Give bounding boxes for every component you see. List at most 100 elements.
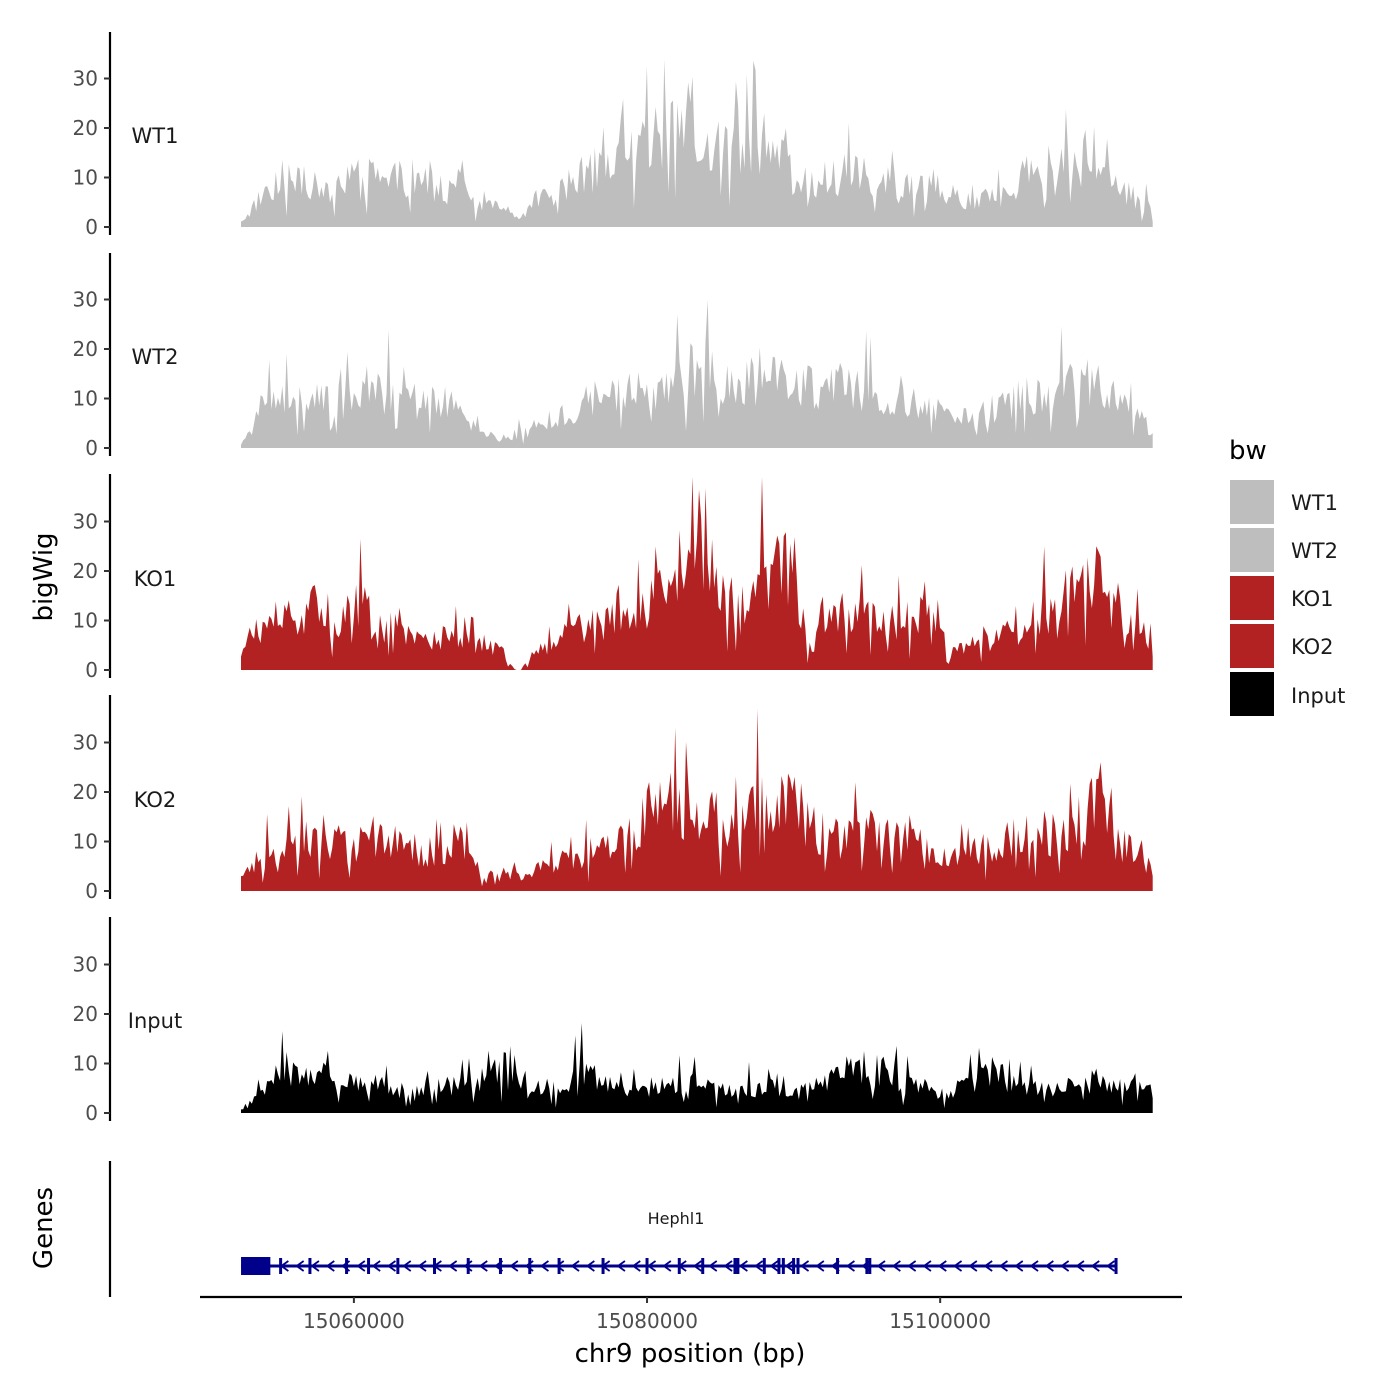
coverage-area-ko1: [241, 476, 1153, 670]
strand-arrow: [310, 1260, 320, 1272]
strand-arrow: [647, 1260, 657, 1272]
strand-arrow: [325, 1260, 335, 1272]
gene-exon: [557, 1258, 561, 1274]
strand-arrow: [738, 1260, 748, 1272]
coverage-area-input: [241, 1023, 1153, 1113]
legend-swatch-ko1: [1230, 576, 1274, 620]
gene-exon: [466, 1258, 470, 1274]
strand-arrow: [1090, 1260, 1100, 1272]
y-tick-label: 20: [73, 1002, 98, 1026]
strand-arrow: [800, 1260, 810, 1272]
gene-exon: [868, 1258, 872, 1274]
gene-track: [108, 1161, 1118, 1297]
gene-exon: [762, 1258, 766, 1274]
legend-title: bw: [1229, 436, 1267, 466]
gene-exon: [836, 1258, 840, 1274]
strand-arrow: [953, 1260, 963, 1272]
legend-swatch-wt2: [1230, 528, 1274, 572]
gene-label: Hephl1: [648, 1209, 705, 1228]
strand-arrow: [1014, 1260, 1024, 1272]
y-tick-label: 0: [85, 1101, 98, 1125]
x-axis-title: chr9 position (bp): [575, 1339, 806, 1369]
strand-arrow: [754, 1260, 764, 1272]
x-tick-label: 15060000: [303, 1309, 405, 1333]
track-ko1: 0 10 20 30: [73, 474, 1153, 682]
track-wt2: 0 10 20 30: [73, 253, 1153, 460]
y-tick-label: 0: [85, 658, 98, 682]
track-label-wt2: WT2: [132, 345, 179, 369]
gene-exon: [777, 1258, 781, 1274]
y-tick-label: 0: [85, 879, 98, 903]
strand-arrow: [402, 1260, 412, 1272]
track-input: 0 10 20 30: [73, 917, 1153, 1125]
strand-arrow: [570, 1260, 580, 1272]
strand-arrow: [968, 1260, 978, 1272]
gene-exon: [601, 1258, 605, 1274]
strand-arrow: [509, 1260, 519, 1272]
gene-exon: [433, 1258, 437, 1274]
track-wt1: 0 10 20 30: [73, 32, 1153, 239]
strand-arrow: [555, 1260, 565, 1272]
strand-arrow: [616, 1260, 626, 1272]
track-label-ko1: KO1: [134, 567, 177, 591]
track-panels: 0 10 20 30 0 10 20 30 0 10 20 30 0 10 20 30 0 10 20 30: [73, 32, 1153, 1125]
gene-exon: [498, 1258, 502, 1274]
y-tick-label: 10: [73, 166, 98, 190]
strand-arrow: [386, 1260, 396, 1272]
coverage-area-ko2: [241, 709, 1153, 891]
y-tick-label: 30: [73, 67, 98, 91]
y-tick-label: 20: [73, 337, 98, 361]
strand-arrow: [478, 1260, 488, 1272]
strand-arrow: [723, 1260, 733, 1272]
strand-arrow: [692, 1260, 702, 1272]
legend-swatch-wt1: [1230, 480, 1274, 524]
strand-arrow: [1029, 1260, 1039, 1272]
x-axis: 15060000 15080000 15100000: [200, 1295, 1182, 1333]
y-tick-label: 0: [85, 215, 98, 239]
strand-arrow: [1106, 1260, 1116, 1272]
strand-arrow: [585, 1260, 595, 1272]
strand-arrow: [998, 1260, 1008, 1272]
x-tick-label: 15100000: [889, 1309, 991, 1333]
track-label-input: Input: [128, 1009, 182, 1033]
y-tick-label: 30: [73, 731, 98, 755]
y-tick-label: 20: [73, 780, 98, 804]
strand-arrow: [708, 1260, 718, 1272]
genes-axis-title: Genes: [29, 1187, 59, 1269]
legend-swatch-input: [1230, 672, 1274, 716]
strand-arrow: [539, 1260, 549, 1272]
legend-label-wt1: WT1: [1291, 491, 1338, 515]
y-tick-label: 10: [73, 830, 98, 854]
strand-arrow: [845, 1260, 855, 1272]
strand-arrow: [907, 1260, 917, 1272]
legend-label-ko1: KO1: [1291, 587, 1334, 611]
gene-exon: [308, 1258, 312, 1274]
gene-exon: [701, 1258, 705, 1274]
strand-arrow: [891, 1260, 901, 1272]
track-label-wt1: WT1: [132, 124, 179, 148]
y-tick-label: 10: [73, 609, 98, 633]
y-tick-label: 10: [73, 1052, 98, 1076]
y-tick-label: 10: [73, 387, 98, 411]
track-ko2: 0 10 20 30: [73, 695, 1153, 903]
legend-label-input: Input: [1291, 684, 1345, 708]
gene-exon: [645, 1258, 649, 1274]
gene-exon: [736, 1258, 740, 1274]
gene-exon: [781, 1258, 785, 1274]
y-tick-label: 20: [73, 116, 98, 140]
strand-arrow: [1044, 1260, 1054, 1272]
strand-arrow: [417, 1260, 427, 1272]
gene-exon: [733, 1258, 737, 1274]
strand-arrow: [784, 1260, 794, 1272]
legend-label-ko2: KO2: [1291, 635, 1334, 659]
coverage-area-wt2: [241, 300, 1153, 448]
strand-arrow: [922, 1260, 932, 1272]
gene-exon: [367, 1258, 371, 1274]
gene-exon: [792, 1258, 796, 1274]
gene-exon: [279, 1258, 283, 1274]
strand-arrow: [1060, 1260, 1070, 1272]
gene-exon: [528, 1258, 532, 1274]
y-tick-label: 30: [73, 288, 98, 312]
y-tick-label: 20: [73, 559, 98, 583]
